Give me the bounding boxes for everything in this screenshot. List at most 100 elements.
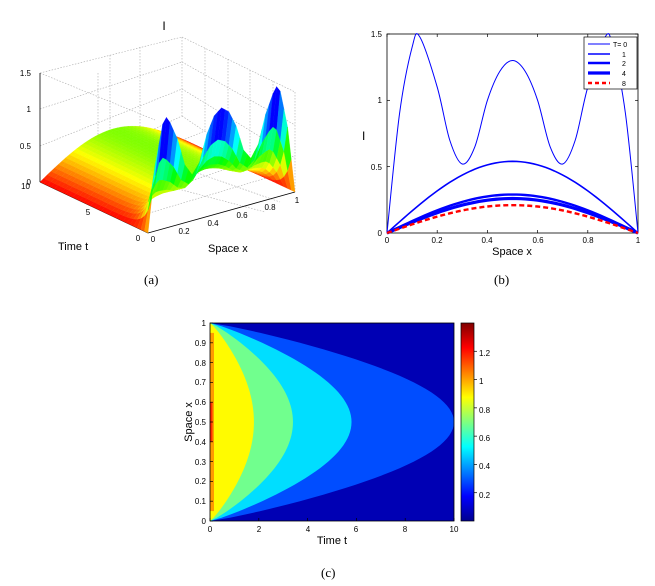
surface-face <box>199 160 208 172</box>
surface-face <box>190 142 198 147</box>
surface-face <box>190 143 198 147</box>
surface-face <box>155 191 164 195</box>
surface-face <box>83 172 92 179</box>
surface-face <box>156 141 165 144</box>
surface-faces <box>39 86 296 234</box>
surface-face <box>137 183 146 189</box>
surface-face <box>54 174 63 181</box>
surface-face <box>144 188 152 216</box>
surface-face <box>167 144 176 147</box>
surface-face <box>236 167 245 170</box>
surface-face <box>236 170 244 172</box>
surface-face <box>200 155 208 158</box>
surface-face <box>127 134 136 138</box>
surface-face <box>200 158 208 161</box>
surface-face <box>119 210 127 216</box>
surface-face <box>243 153 252 168</box>
surface-face <box>168 137 176 141</box>
surface-face <box>126 193 135 199</box>
y-axis-label: Space x <box>183 402 195 442</box>
surface-face <box>219 156 227 161</box>
surface-face <box>109 148 117 153</box>
surface-face <box>145 158 154 163</box>
surface-face <box>215 154 223 159</box>
surface-face <box>184 169 193 185</box>
surface-face <box>200 149 209 153</box>
surface-face <box>123 132 133 136</box>
surface-face <box>258 161 267 168</box>
surface-face <box>215 155 223 159</box>
surface-face <box>236 165 245 169</box>
surface-face <box>157 132 165 136</box>
x-tick-label: 0.6 <box>236 211 248 220</box>
surface-face <box>134 149 143 154</box>
surface-face <box>179 137 187 142</box>
surface-face <box>200 160 208 163</box>
surface-face <box>120 142 129 147</box>
surface-face <box>164 133 173 137</box>
surface-face <box>236 137 244 164</box>
contour-band <box>210 323 293 521</box>
surface-face <box>112 167 121 173</box>
surface-face <box>149 144 158 148</box>
surface-face <box>80 143 88 148</box>
colorbar-tick-label: 0.4 <box>479 462 491 471</box>
surface-face <box>145 154 154 159</box>
surface-face <box>86 174 95 180</box>
surface-face <box>137 197 146 202</box>
surface-face <box>98 160 106 166</box>
surface-face <box>236 169 244 171</box>
surface-face <box>210 165 219 168</box>
surface-face <box>90 161 99 167</box>
surface-face <box>116 164 124 170</box>
surface-face <box>226 161 234 165</box>
surface-face <box>221 109 230 142</box>
surface-face <box>233 166 241 169</box>
surface-face <box>225 164 234 167</box>
surface-face <box>177 167 186 171</box>
surface-face <box>181 160 190 164</box>
surface-face <box>152 149 161 153</box>
surface-face <box>112 139 121 144</box>
series-line <box>386 33 639 234</box>
surface-face <box>200 149 209 153</box>
y-tick-label: 0.9 <box>195 339 207 348</box>
surface-face <box>265 176 274 181</box>
surface-face <box>214 167 222 169</box>
y-axis-label: Time t <box>58 241 88 253</box>
surface-face <box>112 171 121 177</box>
surface-face <box>208 151 216 156</box>
surface-face <box>76 159 85 165</box>
surface-face <box>152 139 162 143</box>
surface-face <box>160 137 169 141</box>
surface-face <box>116 129 125 133</box>
surface-face <box>196 152 205 155</box>
surface-face <box>175 140 183 144</box>
surface-face <box>236 170 244 173</box>
surface-face <box>196 168 204 171</box>
surface-face <box>144 198 152 234</box>
surface-face <box>199 151 208 169</box>
z-tick-label: 1.5 <box>20 69 32 78</box>
surface-face <box>138 148 147 152</box>
x-tick-label: 4 <box>306 525 311 534</box>
surface-face <box>177 174 186 179</box>
surface-face <box>105 136 114 140</box>
surface-face <box>93 193 102 199</box>
surface-face <box>144 192 152 209</box>
surface-face <box>116 151 125 157</box>
surface-face <box>126 207 135 213</box>
surface-face <box>163 174 171 180</box>
surface-face <box>197 146 205 151</box>
surface-face <box>203 167 211 170</box>
surface-face <box>201 147 209 152</box>
surface-face <box>215 155 223 160</box>
surface-face <box>149 142 158 146</box>
surface-face <box>119 180 128 186</box>
surface-face <box>199 166 208 172</box>
surface-face <box>129 218 138 227</box>
surface-face <box>244 168 252 172</box>
surface-face <box>199 168 208 170</box>
x-tick-label: 0.6 <box>532 236 544 245</box>
surface-face <box>203 167 211 169</box>
